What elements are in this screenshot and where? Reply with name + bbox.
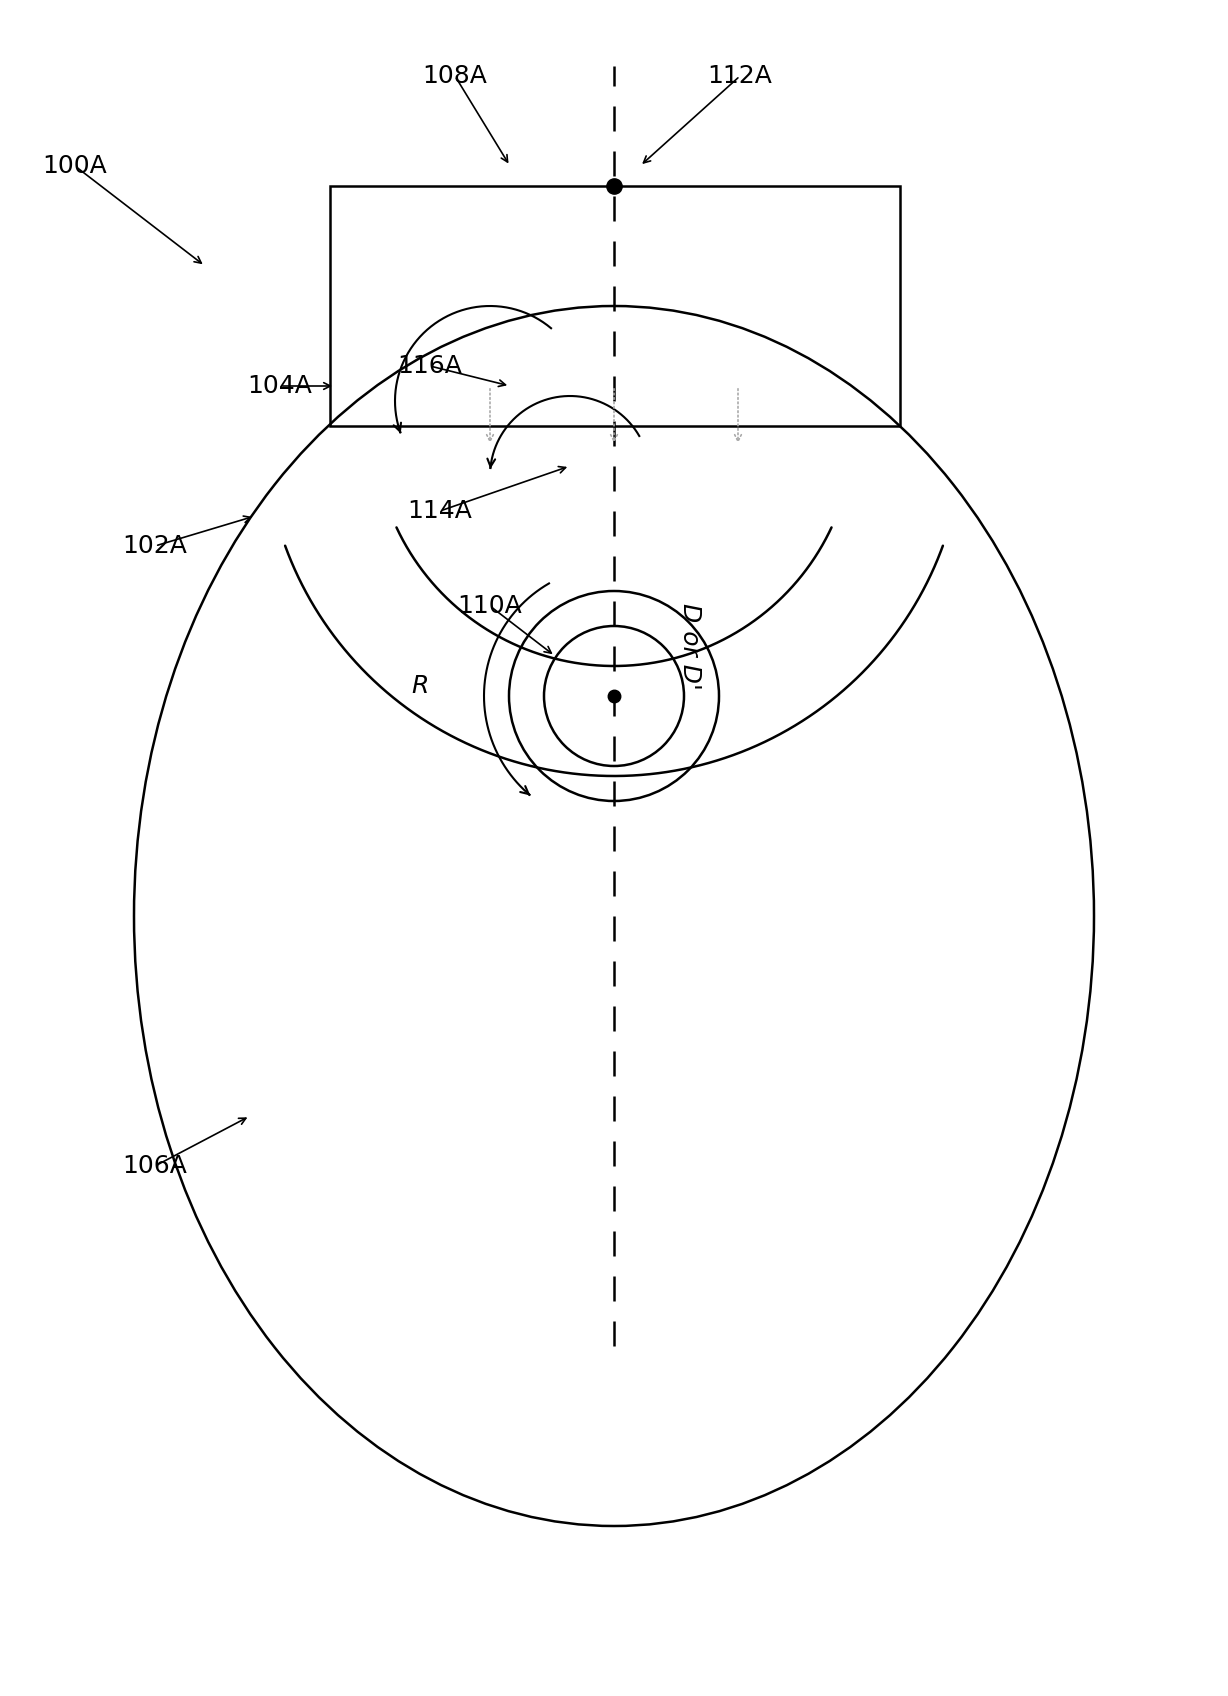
Text: 100A: 100A: [43, 154, 107, 178]
Text: 116A: 116A: [398, 354, 463, 378]
Text: 102A: 102A: [123, 534, 188, 558]
Text: 104A: 104A: [248, 375, 312, 399]
Text: 108A: 108A: [422, 64, 488, 88]
Text: 112A: 112A: [707, 64, 772, 88]
Text: 106A: 106A: [123, 1153, 188, 1179]
Text: R: R: [411, 673, 429, 699]
Text: D or D': D or D': [678, 602, 702, 690]
Text: 110A: 110A: [458, 594, 522, 617]
Bar: [330, 187, 900, 426]
Text: 114A: 114A: [408, 499, 473, 522]
